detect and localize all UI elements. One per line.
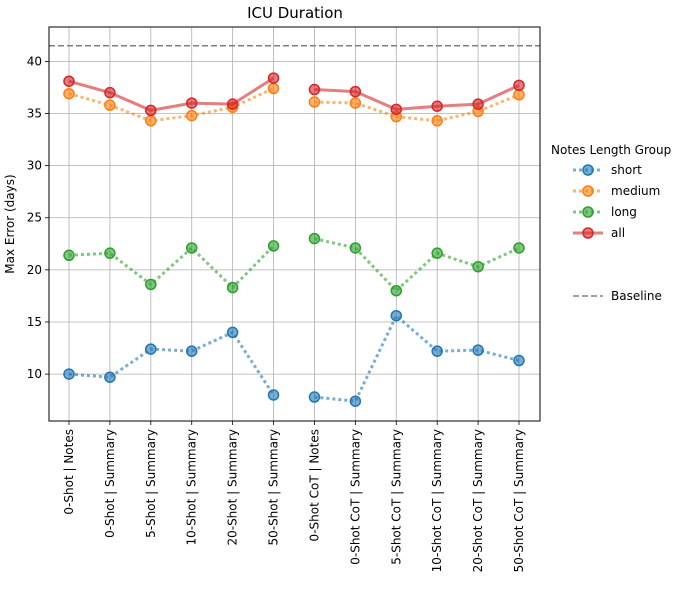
data-point-medium [349,97,362,109]
y-tick-label: 10 [27,367,42,381]
x-tick-label: 5-Shot CoT | Summary [389,429,403,565]
y-tick-label: 15 [27,315,42,329]
data-point-all [349,85,362,98]
x-tick-label: 50-Shot CoT | Summary [512,429,526,572]
y-tick-label: 20 [27,263,42,277]
data-point-long [63,249,75,262]
data-point-short [145,343,157,355]
data-point-long [267,240,280,252]
data-point-long [349,242,362,254]
series-medium [63,82,525,127]
legend-label-long: long [611,205,637,219]
plot-area: 10 15 20 25 30 35 40 0-Shot | Notes 0-Shot | Sum… [27,26,541,572]
data-point-short [513,354,525,367]
y-tick-label: 35 [27,107,42,121]
data-point-long [431,247,443,259]
legend-marker-short [582,164,594,176]
data-point-short [267,389,280,401]
x-tick-label: 0-Shot | Summary [103,429,117,538]
x-tick-label: 10-Shot | Summary [185,429,199,546]
data-point-all [390,103,403,116]
data-point-long [390,284,403,297]
x-tick-label: 0-Shot | Notes [62,429,76,515]
x-tick-label: 0-Shot CoT | Summary [348,429,362,565]
data-point-medium [63,87,75,100]
series-line-medium [68,87,275,123]
data-point-all [185,97,198,109]
series-line-all [68,76,275,112]
data-point-short [104,371,116,383]
x-tick-label: 5-Shot | Summary [144,429,158,538]
data-point-short [185,345,198,357]
x-tick-label: 20-Shot | Summary [226,429,240,546]
data-point-long [145,278,157,291]
data-point-medium [185,109,198,122]
y-axis-label: Max Error (days) [3,174,17,273]
data-point-medium [431,115,443,127]
legend: Notes Length Group short medium long all Bas… [551,143,671,303]
series-line-long [68,244,275,290]
data-point-short [308,391,321,403]
legend-label-short: short [611,163,642,177]
data-point-all [472,98,484,110]
series-long [63,232,525,297]
data-point-long [472,260,484,273]
data-point-all [431,100,443,112]
data-point-medium [513,89,525,101]
data-point-all [513,79,525,92]
x-tick-label: 0-Shot CoT | Notes [307,429,321,541]
data-point-all [145,104,157,117]
data-point-all [267,72,280,84]
data-point-long [104,247,116,259]
legend-marker-all [582,227,594,239]
data-point-short [390,309,403,322]
data-point-medium [104,99,116,111]
legend-marker-long [582,206,594,218]
y-tick-label: 25 [27,211,42,225]
data-point-all [104,86,116,99]
data-point-all [63,75,75,87]
x-tick-label: 50-Shot | Summary [267,429,281,546]
legend-label-medium: medium [611,184,660,198]
legend-label-baseline: Baseline [611,289,662,303]
series-short [63,309,525,407]
y-tick-label: 40 [27,54,42,68]
data-point-short [431,345,443,357]
series-line-long [314,237,520,293]
legend-label-all: all [611,226,625,240]
data-point-long [185,242,198,254]
data-point-all [308,83,321,96]
series-line-all [314,84,520,111]
series-line-short [314,313,520,403]
data-point-medium [308,96,321,108]
plot-frame [48,26,541,422]
x-tick-label: 20-Shot CoT | Summary [471,429,485,572]
data-point-long [308,232,321,245]
y-tick-label: 30 [27,159,42,173]
series-line-short [68,330,275,396]
data-point-short [349,395,362,407]
legend-marker-medium [582,185,594,197]
data-point-medium [145,115,157,127]
data-point-short [226,326,239,339]
data-point-short [472,344,484,356]
series-line-medium [314,93,520,123]
data-point-all [226,98,239,110]
data-point-long [513,242,525,254]
series-all [63,72,525,117]
x-tick-label: 10-Shot CoT | Summary [430,429,444,572]
data-point-medium [267,82,280,95]
chart-title: ICU Duration [247,4,343,22]
data-point-long [226,281,239,294]
legend-title: Notes Length Group [551,143,671,157]
data-point-short [63,368,75,380]
